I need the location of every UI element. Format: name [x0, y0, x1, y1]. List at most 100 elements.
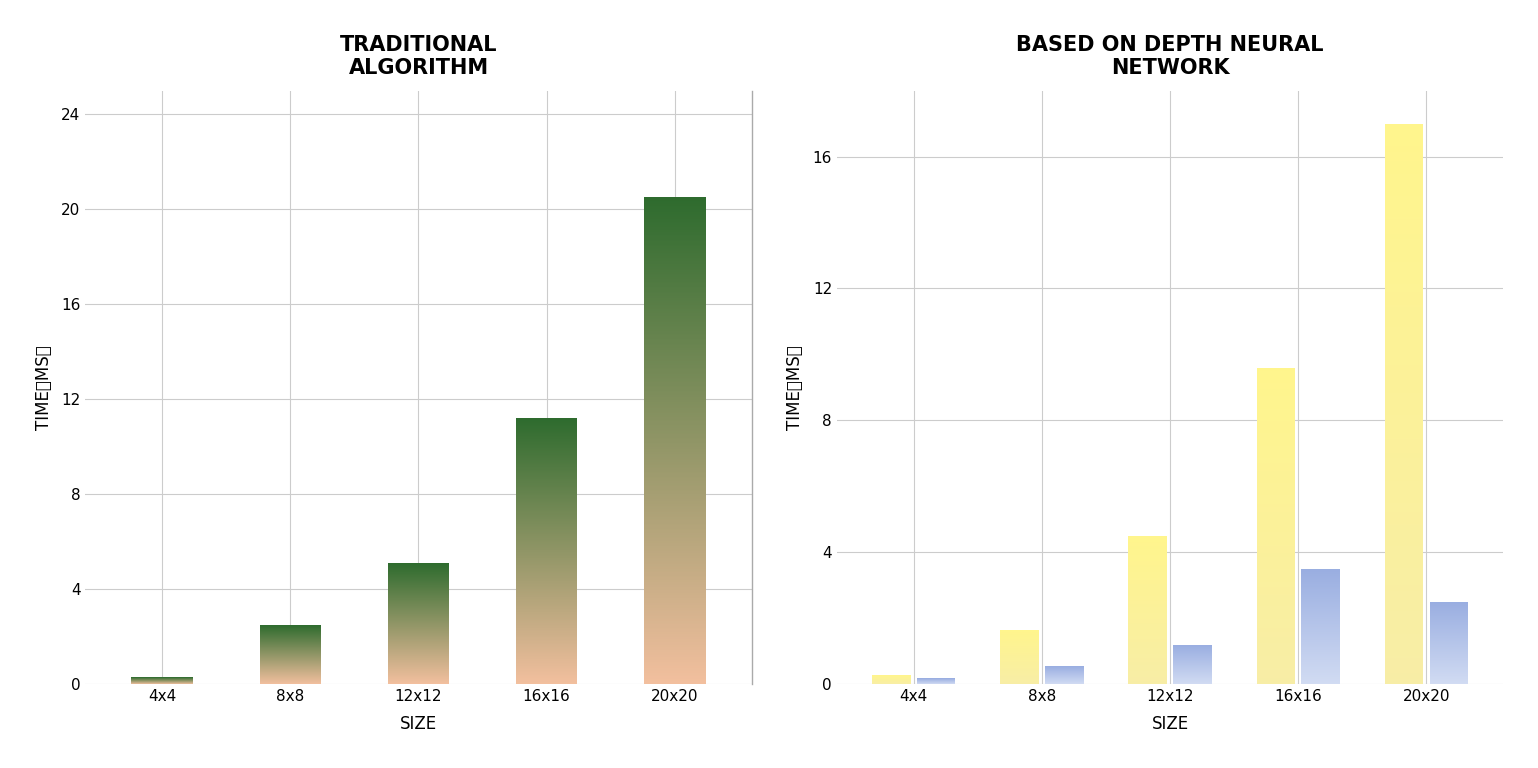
- Bar: [1384, 524, 1423, 525]
- Bar: [1384, 548, 1423, 550]
- Bar: [1257, 467, 1295, 468]
- Bar: [1257, 379, 1295, 380]
- Bar: [644, 498, 706, 499]
- Bar: [515, 435, 577, 436]
- Bar: [515, 581, 577, 582]
- Bar: [1384, 541, 1423, 542]
- Bar: [515, 437, 577, 438]
- Bar: [1384, 671, 1423, 673]
- Bar: [515, 470, 577, 471]
- Bar: [1257, 589, 1295, 591]
- Bar: [1384, 313, 1423, 314]
- Bar: [1384, 262, 1423, 263]
- Bar: [1384, 293, 1423, 296]
- Bar: [1257, 471, 1295, 472]
- Bar: [1384, 606, 1423, 607]
- Bar: [1384, 200, 1423, 202]
- Bar: [1257, 565, 1295, 566]
- Bar: [644, 233, 706, 235]
- Bar: [1384, 392, 1423, 395]
- Bar: [1257, 491, 1295, 492]
- Bar: [1384, 439, 1423, 442]
- X-axis label: SIZE: SIZE: [1152, 715, 1189, 733]
- Bar: [1257, 608, 1295, 609]
- Bar: [1257, 602, 1295, 603]
- Bar: [644, 407, 706, 409]
- Bar: [1384, 597, 1423, 598]
- Bar: [1384, 602, 1423, 604]
- Bar: [1384, 564, 1423, 567]
- Bar: [1257, 496, 1295, 498]
- Bar: [644, 295, 706, 296]
- Bar: [1257, 644, 1295, 645]
- Bar: [644, 530, 706, 531]
- Bar: [1257, 441, 1295, 442]
- Bar: [515, 568, 577, 569]
- Bar: [644, 603, 706, 604]
- Bar: [515, 647, 577, 648]
- Bar: [644, 432, 706, 435]
- Bar: [515, 663, 577, 664]
- Bar: [515, 593, 577, 594]
- Bar: [1384, 258, 1423, 260]
- Bar: [1384, 138, 1423, 141]
- Bar: [1384, 589, 1423, 591]
- Bar: [515, 521, 577, 522]
- Bar: [1384, 167, 1423, 168]
- Bar: [515, 505, 577, 506]
- Bar: [515, 640, 577, 641]
- Bar: [515, 557, 577, 558]
- Bar: [515, 517, 577, 518]
- Bar: [1257, 476, 1295, 478]
- Bar: [1257, 516, 1295, 518]
- Bar: [1384, 400, 1423, 402]
- Bar: [1257, 643, 1295, 644]
- Bar: [515, 628, 577, 629]
- Bar: [515, 591, 577, 592]
- Bar: [1384, 305, 1423, 306]
- Bar: [515, 626, 577, 627]
- Bar: [1257, 382, 1295, 383]
- Bar: [1384, 326, 1423, 327]
- Bar: [515, 453, 577, 454]
- Bar: [644, 533, 706, 535]
- Bar: [515, 445, 577, 447]
- Bar: [644, 664, 706, 665]
- Bar: [644, 441, 706, 442]
- Bar: [1257, 568, 1295, 569]
- Bar: [515, 421, 577, 422]
- Bar: [1384, 395, 1423, 396]
- Bar: [515, 655, 577, 656]
- Bar: [1384, 494, 1423, 495]
- Bar: [644, 394, 706, 396]
- Bar: [515, 527, 577, 528]
- Bar: [1257, 512, 1295, 513]
- Bar: [644, 587, 706, 588]
- Bar: [1384, 184, 1423, 185]
- Bar: [1384, 396, 1423, 399]
- Bar: [644, 528, 706, 530]
- Bar: [1384, 232, 1423, 233]
- Bar: [644, 585, 706, 587]
- Bar: [1257, 444, 1295, 445]
- Bar: [515, 475, 577, 476]
- Bar: [515, 535, 577, 536]
- Bar: [644, 460, 706, 462]
- Bar: [644, 253, 706, 254]
- Bar: [644, 645, 706, 647]
- Bar: [1384, 460, 1423, 462]
- Bar: [1384, 499, 1423, 502]
- Bar: [1257, 569, 1295, 571]
- Bar: [515, 455, 577, 456]
- Bar: [1257, 390, 1295, 391]
- Bar: [1384, 348, 1423, 349]
- Bar: [644, 462, 706, 464]
- Bar: [1257, 462, 1295, 464]
- Bar: [644, 545, 706, 546]
- Bar: [644, 641, 706, 642]
- Bar: [644, 361, 706, 363]
- Bar: [644, 502, 706, 504]
- Bar: [1257, 572, 1295, 574]
- Bar: [1257, 580, 1295, 581]
- Bar: [515, 577, 577, 578]
